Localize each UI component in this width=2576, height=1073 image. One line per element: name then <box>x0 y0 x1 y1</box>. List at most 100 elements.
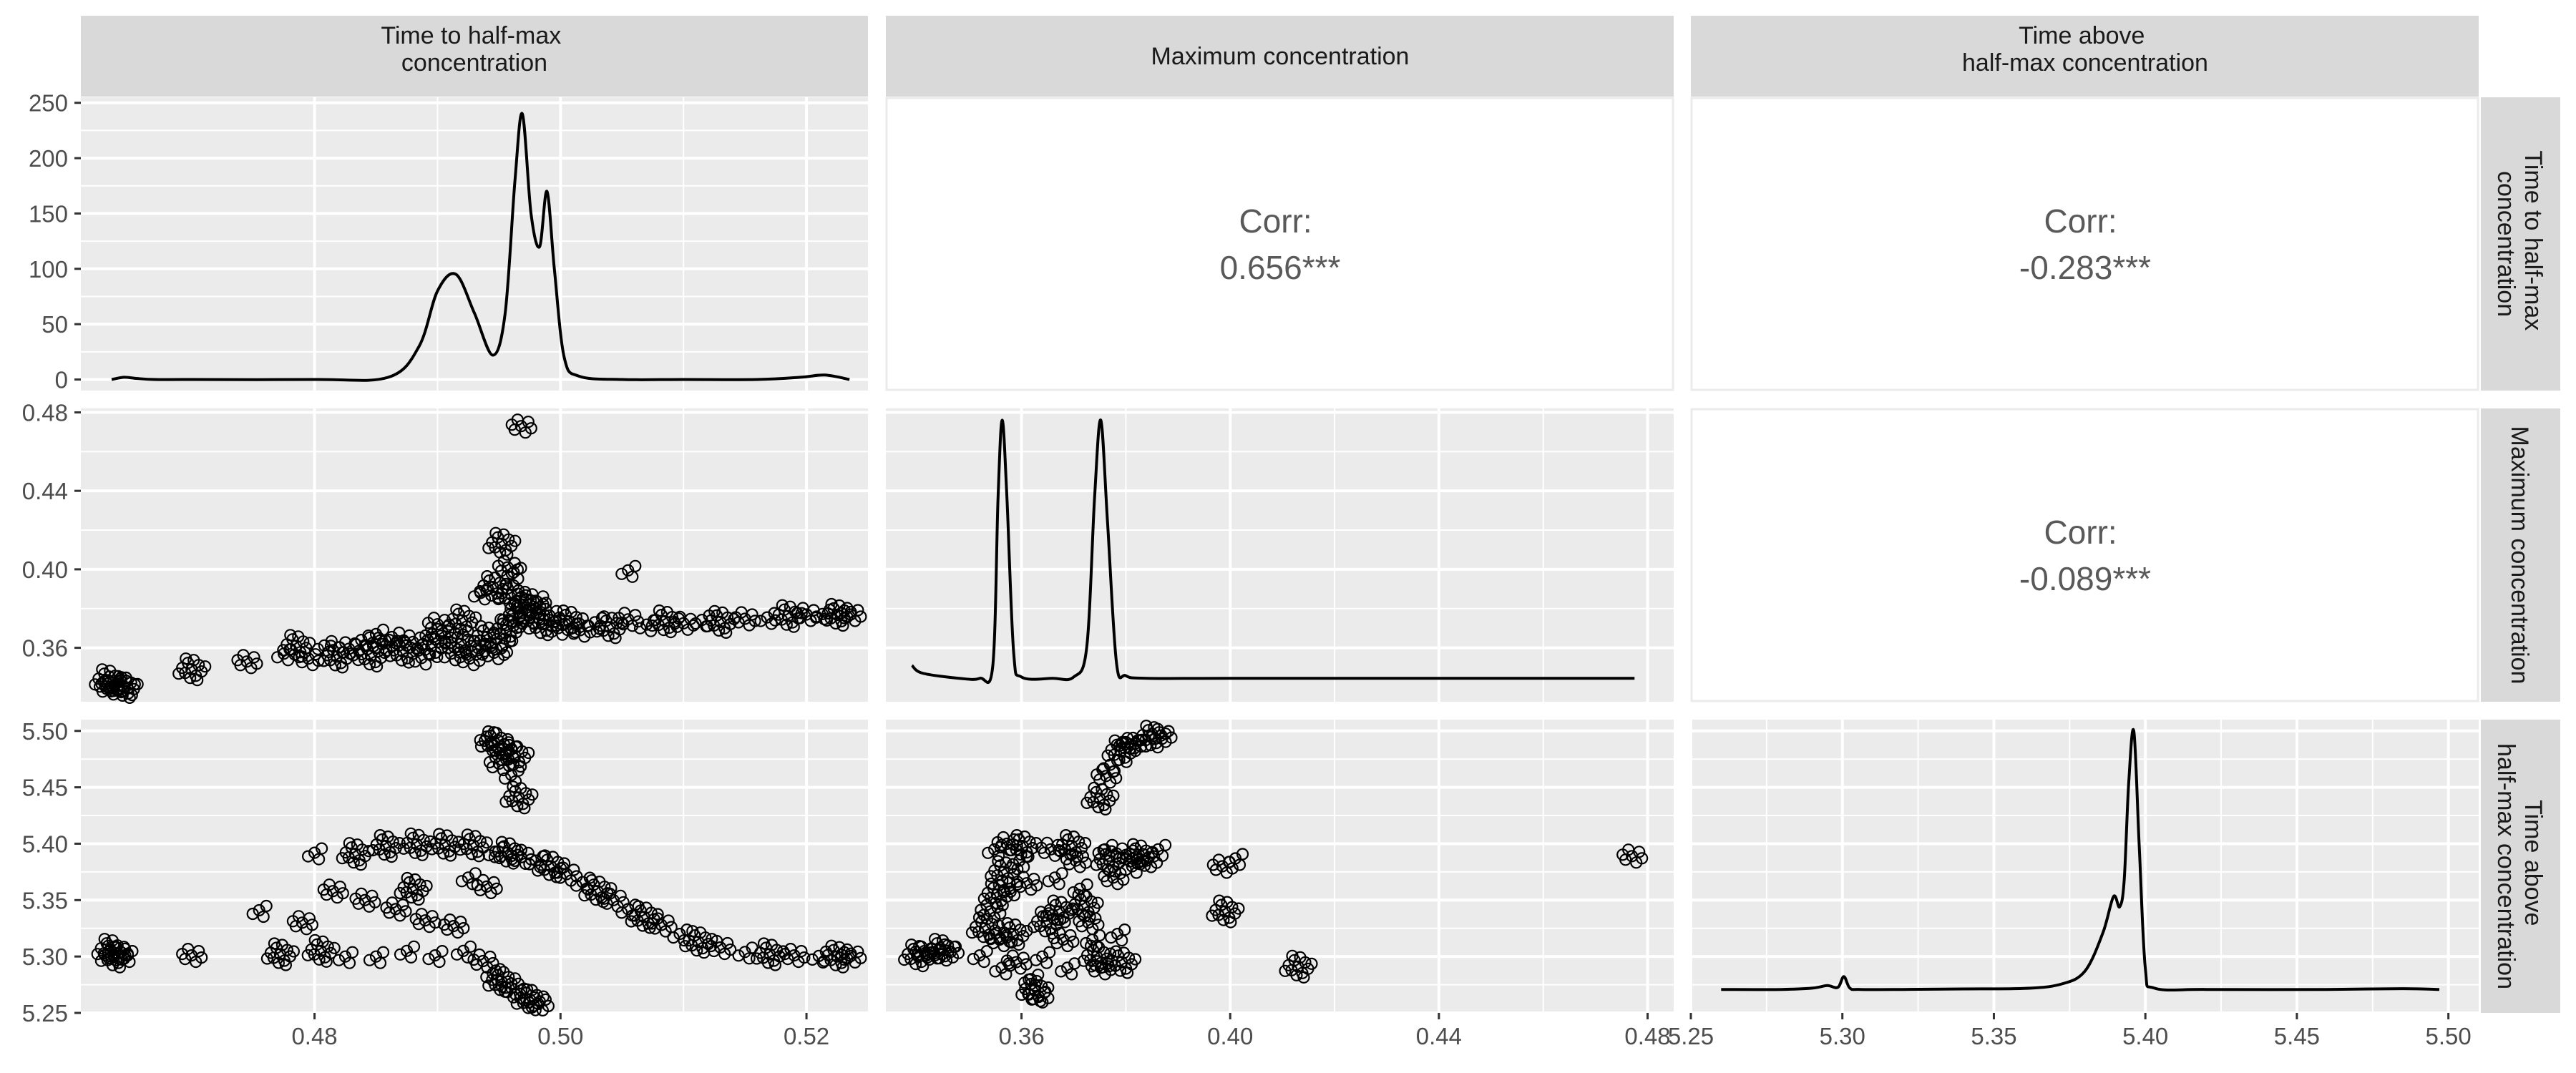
scatter-point <box>301 949 314 961</box>
x-tick-label: 0.48 <box>291 1023 337 1049</box>
scatter-point <box>996 874 1009 887</box>
scatter-point <box>1101 749 1114 762</box>
scatter-point <box>412 893 425 906</box>
scatter-point <box>625 915 638 928</box>
scatter-point <box>507 780 519 793</box>
y-tick-label: 200 <box>29 145 68 172</box>
scatter-point <box>833 599 846 612</box>
scatter-point <box>525 984 538 996</box>
scatter-point <box>260 952 273 965</box>
scatter-point <box>462 624 474 637</box>
panel-1-0 <box>81 408 868 705</box>
row-strip-2-label: Time above half-max concentration <box>2492 743 2547 989</box>
scatter-point <box>465 848 478 861</box>
scatter-point <box>96 663 109 676</box>
scatter-point <box>369 896 381 908</box>
scatter-point <box>351 838 364 851</box>
scatter-point <box>424 648 436 662</box>
y-tick-label: 5.40 <box>22 831 68 857</box>
scatter-point <box>352 653 365 667</box>
scatter-point <box>469 830 482 843</box>
x-tick-label: 0.50 <box>537 1023 583 1049</box>
scatter-point <box>433 955 446 969</box>
scatter-point <box>441 829 454 842</box>
corr-panel-0-2: Corr: -0.283*** <box>1690 97 2479 391</box>
scatter-point <box>106 959 119 971</box>
scatter-point <box>829 617 842 630</box>
scatter-point <box>1018 830 1031 843</box>
scatter-point <box>705 939 718 953</box>
scatter-point <box>401 871 414 885</box>
scatter-point <box>1083 910 1096 923</box>
y-tick-label: 0.40 <box>22 557 68 583</box>
scatter-point <box>467 953 480 966</box>
row-strip-1-label: Maximum concentration <box>2506 426 2533 685</box>
scatter-point <box>474 584 487 598</box>
panel-2-1 <box>886 720 1674 1014</box>
scatter-point <box>336 852 348 865</box>
scatter-point <box>312 655 325 667</box>
scatter-point <box>825 597 838 611</box>
scatter-point <box>578 889 591 902</box>
scatter-point <box>123 691 136 705</box>
scatter-point <box>780 618 793 631</box>
scatter-point <box>426 843 439 856</box>
scatter-point <box>743 952 756 965</box>
scatter-point <box>441 642 454 655</box>
x-tick-label: 0.36 <box>998 1023 1044 1049</box>
y-tick-label: 5.50 <box>22 718 68 745</box>
scatter-point <box>336 887 349 900</box>
scatter-point <box>952 946 965 959</box>
scatter-point <box>489 726 503 740</box>
scatter-point <box>480 836 493 849</box>
scatter-point <box>991 836 1004 849</box>
scatter-point <box>557 604 570 617</box>
y-axis-row-1: 0.36 0.40 0.44 0.48 <box>22 399 81 662</box>
scatter-point <box>416 848 429 861</box>
scatter-point <box>1616 848 1629 861</box>
scatter-point <box>1221 896 1234 908</box>
scatter-point <box>977 955 990 969</box>
scatter-point <box>490 882 503 896</box>
scatter-point <box>724 943 737 956</box>
scatter-point <box>1065 968 1078 981</box>
scatter-point <box>653 604 666 617</box>
column-strip-1-label: Maximum concentration <box>1151 43 1410 70</box>
scatter-point <box>93 680 107 693</box>
density-curve-2 <box>1721 727 2440 992</box>
scatter-point <box>1092 941 1106 954</box>
corr-panel-1-2-value: -0.089*** <box>2019 560 2151 597</box>
scatter-point <box>471 878 484 892</box>
scatter-point <box>1000 954 1013 967</box>
scatter-point <box>590 625 603 638</box>
scatter-point <box>313 953 326 966</box>
scatter-point <box>1232 902 1245 915</box>
scatter-point <box>761 956 775 969</box>
scatter-point <box>975 903 987 916</box>
scatter-point <box>1092 800 1105 814</box>
scatter-point <box>336 661 349 674</box>
scatter-point <box>686 925 699 938</box>
scatter-point <box>397 842 410 855</box>
scatter-point <box>1003 843 1016 857</box>
y-tick-label: 5.45 <box>22 775 68 801</box>
scatter-point <box>1108 765 1121 778</box>
scatter-point <box>409 873 421 886</box>
svg-text:Corr: 0.656***: Corr: 0.656*** <box>1220 202 1341 286</box>
density-curve-1 <box>911 418 1635 685</box>
scatter-point <box>1035 841 1048 854</box>
scatter-point <box>518 585 532 599</box>
scatter-point <box>529 1004 542 1016</box>
scatter-point <box>457 921 470 935</box>
scatter-point <box>640 901 653 914</box>
svg-text:Corr: -0.283***: Corr: -0.283*** <box>2019 202 2151 286</box>
scatter-point <box>1011 876 1024 888</box>
scatter-point <box>503 597 517 610</box>
panel-2-0 <box>81 720 868 1017</box>
scatter-point <box>284 629 297 642</box>
scatter-point <box>540 597 552 609</box>
scatter-point <box>500 646 514 659</box>
scatter-point <box>98 933 111 946</box>
scatter-point <box>1286 949 1299 962</box>
scatter-point <box>1131 853 1144 866</box>
